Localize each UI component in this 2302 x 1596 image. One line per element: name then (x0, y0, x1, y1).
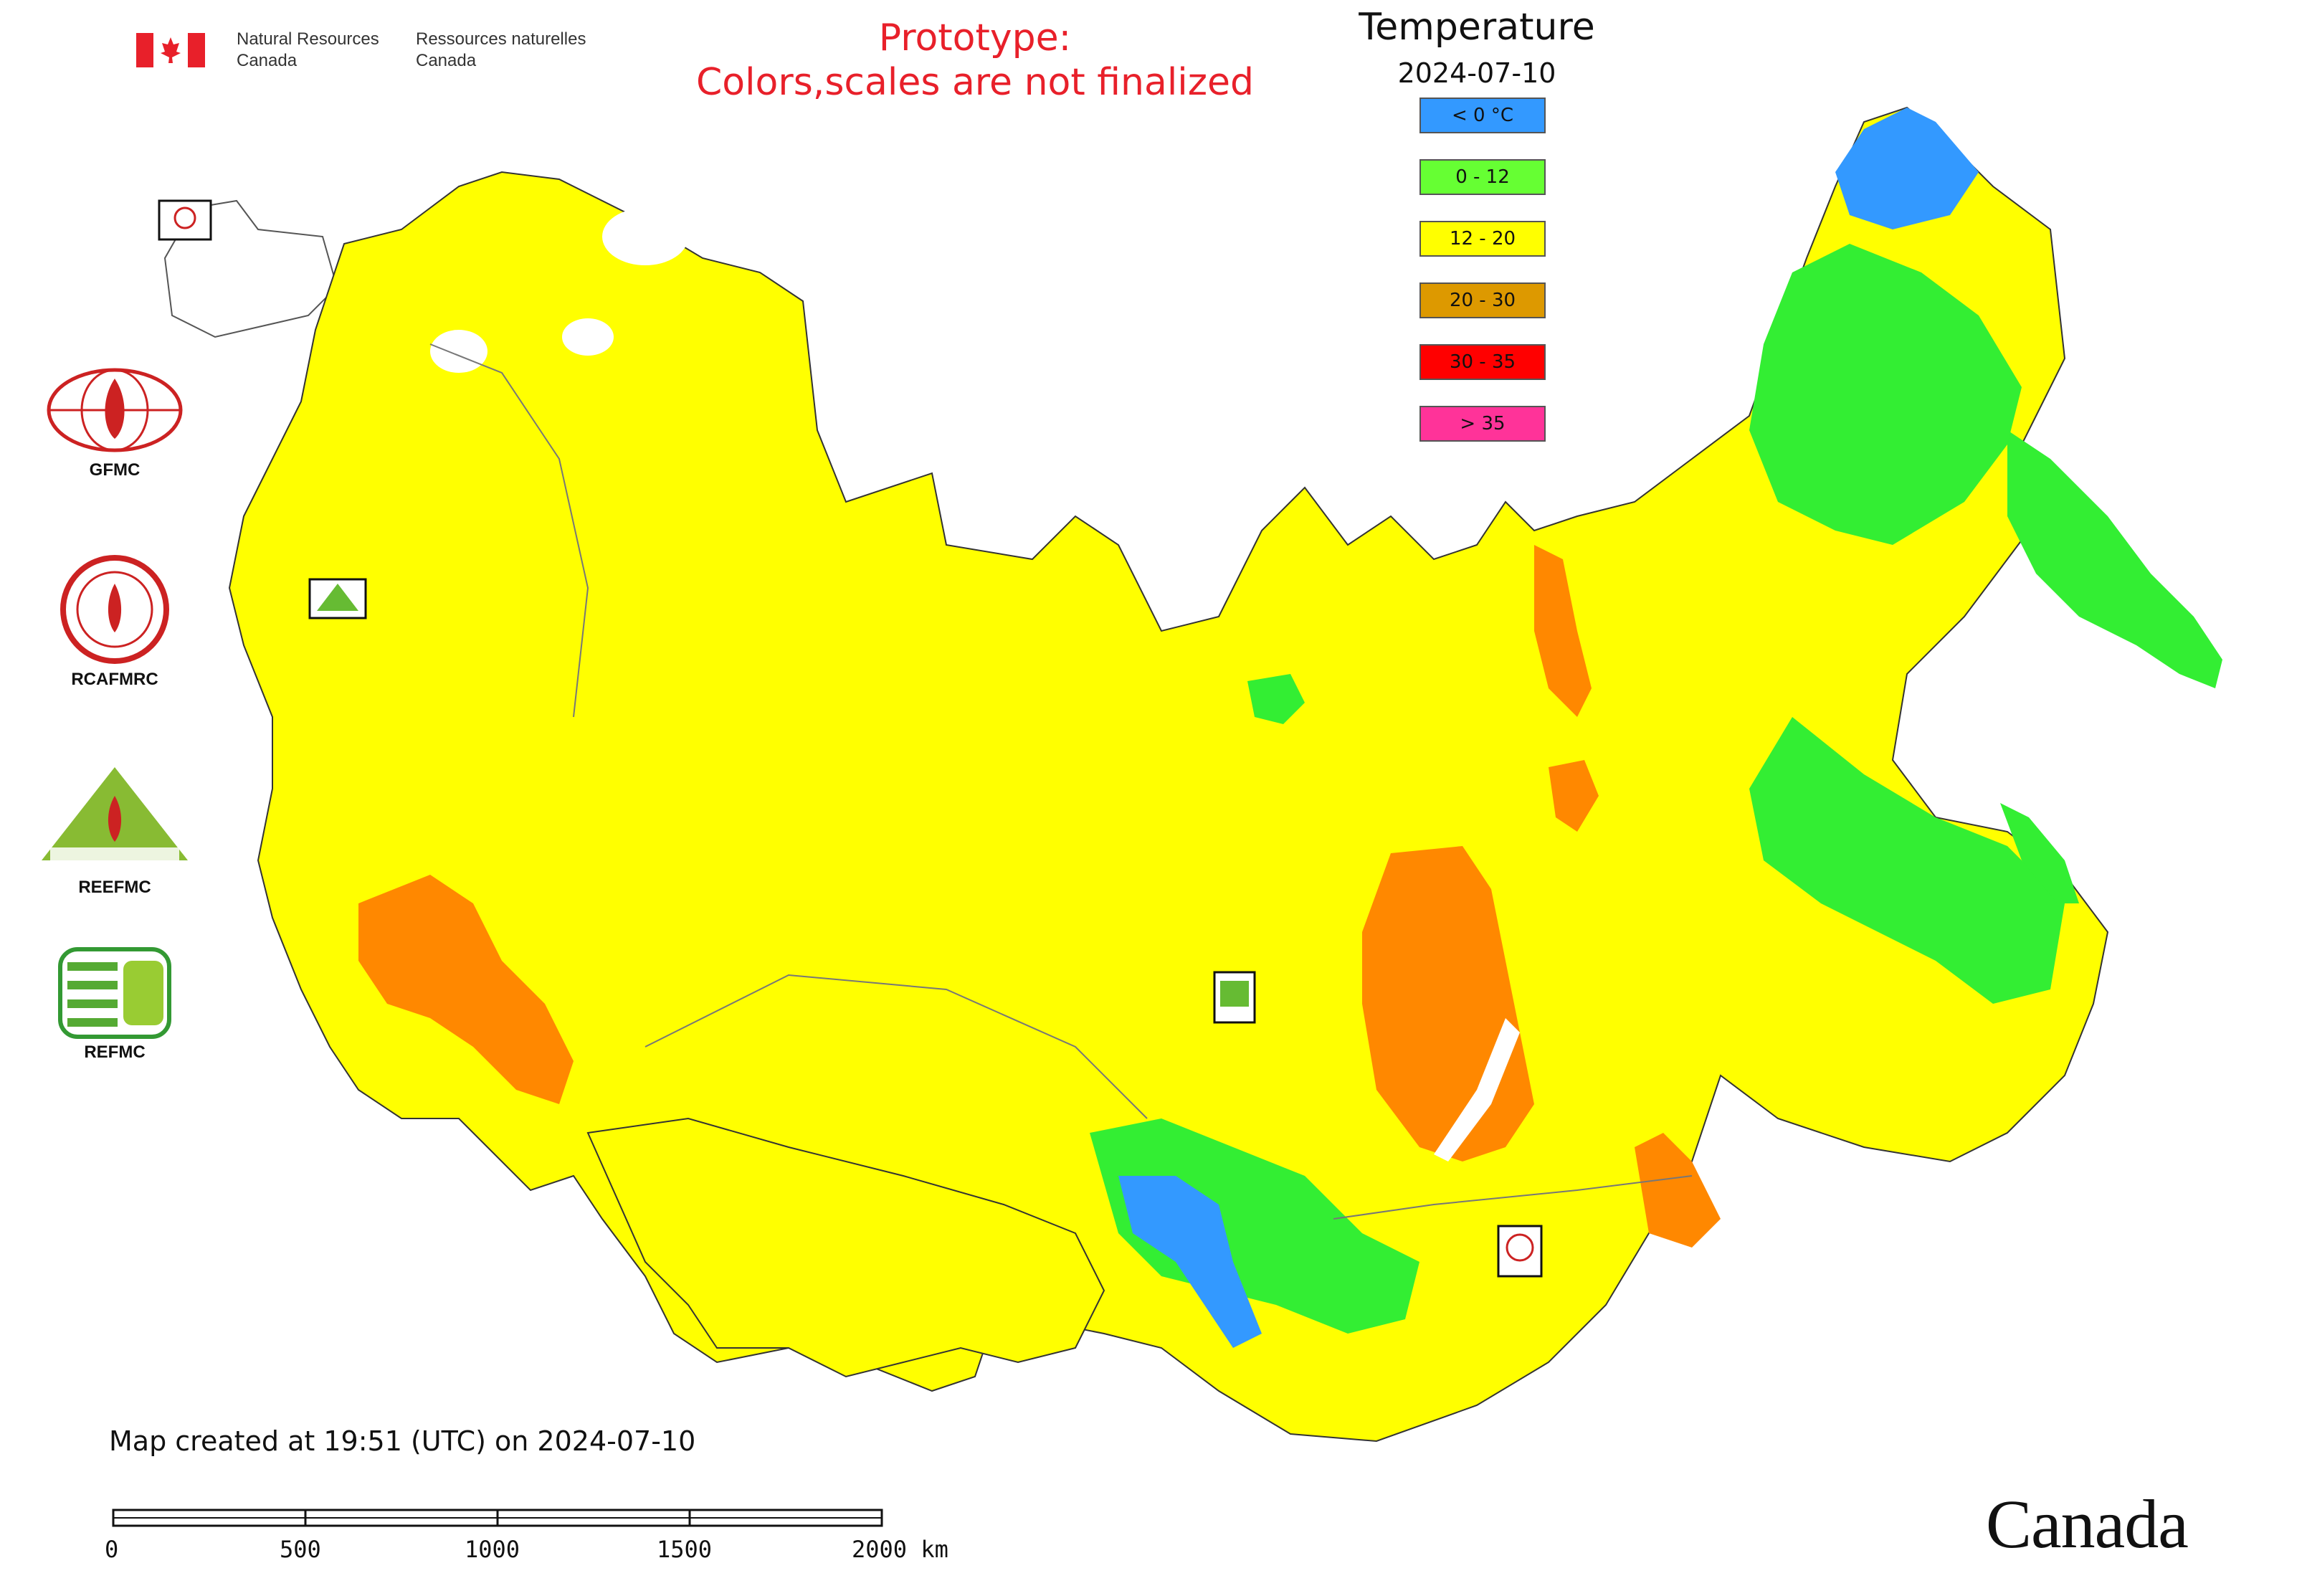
rcafmrc-emblem-icon (60, 555, 169, 664)
scale-tick-2000: 2000 km (852, 1536, 948, 1563)
lake (562, 318, 614, 356)
reefmc-label: REEFMC (78, 878, 151, 897)
region-12-20-south (586, 1117, 1105, 1378)
reefmc-emblem-icon (42, 767, 188, 869)
region-20-30-caspian (358, 875, 574, 1104)
refmc-emblem-icon (58, 947, 171, 1039)
gfmc-emblem-icon (47, 368, 183, 452)
scale-tick-500: 500 (280, 1536, 321, 1563)
legend-swatch-30-35: 30 - 35 (1419, 344, 1546, 380)
legend-swatch-20-30: 20 - 30 (1419, 282, 1546, 318)
legend-title: Temperature (1359, 6, 1595, 49)
gfmc-logo[interactable]: GFMC (36, 364, 194, 480)
legend-swatch-0-12: 0 - 12 (1419, 159, 1546, 195)
lake-baikal (1434, 1018, 1520, 1162)
dept-name-en: Natural Resources Canada (237, 29, 379, 70)
scale-tick-1000: 1000 (465, 1536, 520, 1563)
map-marker-reefmc[interactable] (308, 578, 367, 619)
map-created-timestamp: Map created at 19:51 (UTC) on 2024-07-10 (109, 1425, 696, 1457)
nrcan-signature: Natural Resources Canada Ressources natur… (136, 27, 609, 77)
scale-bar (112, 1509, 883, 1527)
legend-date: 2024-07-10 (1397, 57, 1556, 89)
legend-swatch-12-20: 12 - 20 (1419, 221, 1546, 257)
region-0-12-northeast (1749, 244, 2022, 545)
legend-swatch-below-0: < 0 °C (1419, 98, 1546, 133)
rcafmrc-logo[interactable]: RCAFMRC (36, 552, 194, 690)
map-marker-rcafmrc[interactable] (1497, 1225, 1543, 1278)
region-20-30-yakutia2 (1549, 760, 1599, 832)
internal-borders (429, 343, 1693, 1220)
refmc-logo[interactable]: REFMC (36, 946, 194, 1063)
map-marker-gfmc[interactable] (158, 199, 212, 241)
canada-wordmark: Canada (1986, 1486, 2189, 1562)
rcafmrc-label: RCAFMRC (71, 670, 158, 689)
reefmc-logo[interactable]: REEFMC (36, 767, 194, 898)
lake (602, 208, 688, 265)
gfmc-label: GFMC (89, 460, 141, 480)
region-0-12-central (1247, 674, 1305, 724)
dept-name-fr: Ressources naturelles Canada (416, 29, 586, 70)
scale-tick-0: 0 (105, 1536, 119, 1563)
scale-tick-1500: 1500 (657, 1536, 713, 1563)
prototype-notice: Prototype: Colors,scales are not finaliz… (695, 16, 1255, 104)
refmc-label: REFMC (84, 1042, 146, 1062)
region-0-12-altai (1090, 1118, 1419, 1334)
region-below-0-altai (1118, 1176, 1262, 1348)
region-20-30-east (1635, 1133, 1721, 1248)
map-marker-refmc[interactable] (1213, 971, 1256, 1024)
legend-swatch-above-35: > 35 (1419, 406, 1546, 442)
region-0-12-southeast (1749, 717, 2065, 1004)
region-0-12-kamchatka (2007, 430, 2222, 688)
region-0-12-sakhalin (2000, 803, 2079, 903)
region-below-0-chukotka (1835, 108, 1979, 229)
lake (430, 330, 487, 373)
canada-flag-icon (136, 33, 205, 67)
region-20-30-yakutia (1534, 545, 1592, 717)
